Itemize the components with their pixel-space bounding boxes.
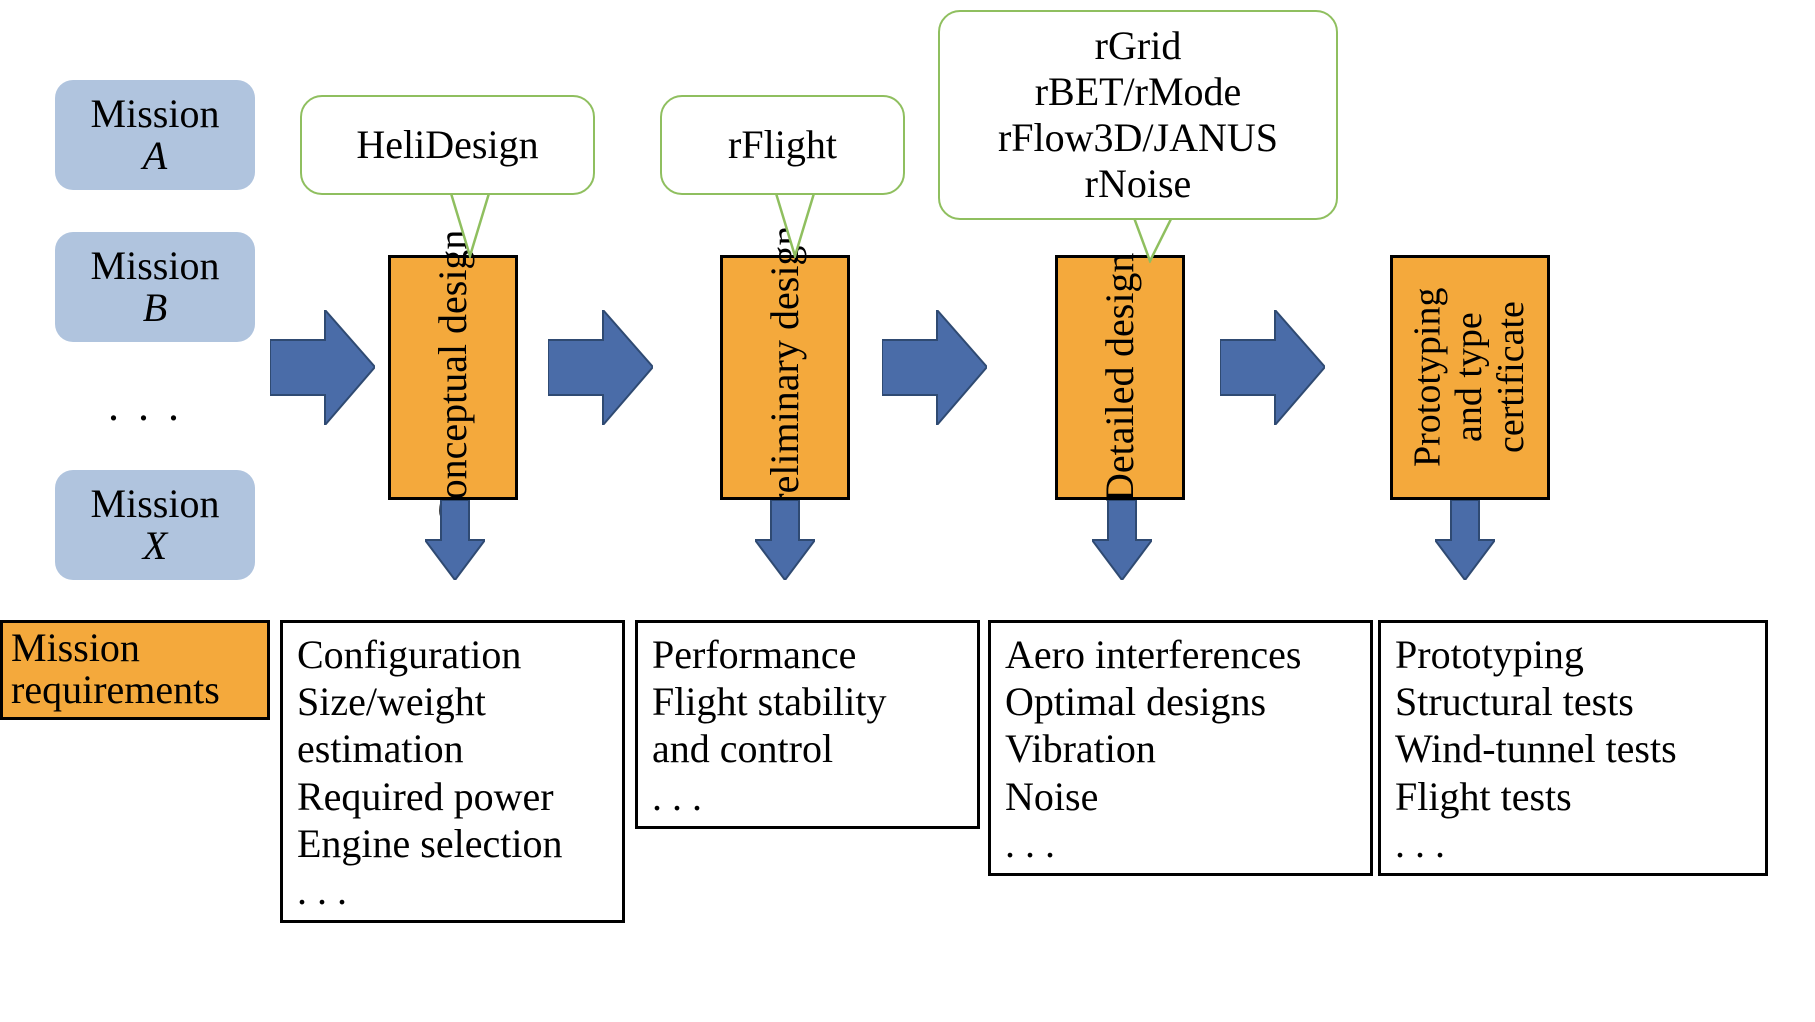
- outputs-preliminary: Performance Flight stability and control…: [635, 620, 980, 829]
- stage-detailed-line2: design: [1098, 253, 1142, 357]
- callout-tail-2: [770, 188, 830, 258]
- mission-requirements-box: Mission requirements: [0, 620, 270, 720]
- arrow-right-3: [882, 310, 987, 425]
- out-c-3: estimation: [297, 725, 612, 772]
- stage-proto-line3: certificate: [1490, 302, 1532, 454]
- arrow-right-1: [270, 310, 375, 425]
- callout-rflight: rFlight: [660, 95, 905, 195]
- callout-d-1: rGrid: [1095, 23, 1182, 69]
- mission-requirements-line2: requirements: [11, 669, 259, 711]
- mission-requirements-line1: Mission: [11, 627, 259, 669]
- callout-tail-1: [445, 188, 505, 258]
- out-p-2: Flight stability: [652, 678, 967, 725]
- callout-rflight-line1: rFlight: [728, 122, 837, 168]
- stage-detailed-box: Detailed design: [1055, 255, 1185, 500]
- mission-b-line1: Mission: [55, 245, 255, 287]
- out-d-3: Vibration: [1005, 725, 1360, 772]
- callout-helidesign-line1: HeliDesign: [356, 122, 538, 168]
- out-d-1: Aero interferences: [1005, 631, 1360, 678]
- mission-pill-b: Mission B: [55, 232, 255, 342]
- mission-b-line2: B: [55, 287, 255, 329]
- mission-x-line1: Mission: [55, 483, 255, 525]
- callout-d-2: rBET/rMode: [1035, 69, 1242, 115]
- stage-preliminary-box: Preliminary design: [720, 255, 850, 500]
- stage-detailed-line1: Detailed: [1098, 367, 1142, 503]
- callout-d-4: rNoise: [1085, 161, 1192, 207]
- outputs-conceptual: Configuration Size/weight estimation Req…: [280, 620, 625, 923]
- stage-prototyping-box: Prototyping and type certificate: [1390, 255, 1550, 500]
- out-pr-3: Wind-tunnel tests: [1395, 725, 1755, 772]
- outputs-prototyping: Prototyping Structural tests Wind-tunnel…: [1378, 620, 1768, 876]
- mission-a-line1: Mission: [55, 93, 255, 135]
- arrow-down-3: [1092, 500, 1152, 580]
- stage-proto-line2: and type: [1448, 313, 1490, 443]
- arrow-down-2: [755, 500, 815, 580]
- callout-tail-3: [1128, 213, 1188, 263]
- mission-a-line2: A: [55, 135, 255, 177]
- mission-ellipsis: . . .: [108, 380, 183, 431]
- callout-detailed: rGrid rBET/rMode rFlow3D/JANUS rNoise: [938, 10, 1338, 220]
- out-d-4: Noise: [1005, 773, 1360, 820]
- arrow-right-2: [548, 310, 653, 425]
- callout-d-3: rFlow3D/JANUS: [998, 115, 1278, 161]
- out-d-5: . . .: [1005, 820, 1360, 867]
- stage-proto-line1: Prototyping: [1406, 288, 1448, 467]
- outputs-detailed: Aero interferences Optimal designs Vibra…: [988, 620, 1373, 876]
- mission-pill-x: Mission X: [55, 470, 255, 580]
- out-pr-5: . . .: [1395, 820, 1755, 867]
- out-p-1: Performance: [652, 631, 967, 678]
- mission-pill-a: Mission A: [55, 80, 255, 190]
- out-p-3: and control: [652, 725, 967, 772]
- stage-conceptual-box: Conceptual design: [388, 255, 518, 500]
- out-pr-1: Prototyping: [1395, 631, 1755, 678]
- out-d-2: Optimal designs: [1005, 678, 1360, 725]
- callout-helidesign: HeliDesign: [300, 95, 595, 195]
- out-pr-4: Flight tests: [1395, 773, 1755, 820]
- arrow-right-4: [1220, 310, 1325, 425]
- arrow-down-4: [1435, 500, 1495, 580]
- arrow-down-1: [425, 500, 485, 580]
- out-c-1: Configuration: [297, 631, 612, 678]
- out-c-5: Engine selection: [297, 820, 612, 867]
- out-pr-2: Structural tests: [1395, 678, 1755, 725]
- out-c-2: Size/weight: [297, 678, 612, 725]
- out-c-4: Required power: [297, 773, 612, 820]
- mission-x-line2: X: [55, 525, 255, 567]
- out-c-6: . . .: [297, 867, 612, 914]
- stage-conceptual-line1: Conceptual: [431, 344, 475, 526]
- out-p-4: . . .: [652, 773, 967, 820]
